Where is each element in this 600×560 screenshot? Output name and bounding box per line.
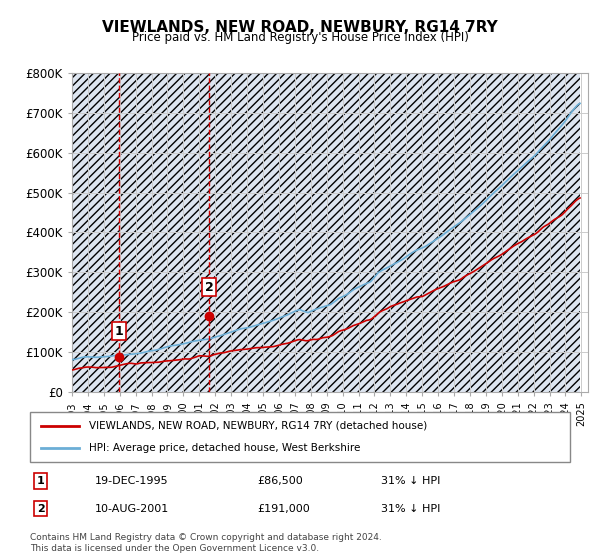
Text: VIEWLANDS, NEW ROAD, NEWBURY, RG14 7RY (detached house): VIEWLANDS, NEW ROAD, NEWBURY, RG14 7RY (… [89,421,428,431]
Text: 1: 1 [37,476,44,486]
Text: £86,500: £86,500 [257,476,302,486]
Text: Price paid vs. HM Land Registry's House Price Index (HPI): Price paid vs. HM Land Registry's House … [131,31,469,44]
Text: 1: 1 [115,325,124,338]
FancyBboxPatch shape [30,412,570,462]
Text: £191,000: £191,000 [257,503,310,514]
Text: 31% ↓ HPI: 31% ↓ HPI [381,503,440,514]
Text: 2: 2 [37,503,44,514]
Text: HPI: Average price, detached house, West Berkshire: HPI: Average price, detached house, West… [89,443,361,453]
Text: Contains HM Land Registry data © Crown copyright and database right 2024.
This d: Contains HM Land Registry data © Crown c… [30,533,382,553]
Text: 10-AUG-2001: 10-AUG-2001 [95,503,169,514]
Text: 31% ↓ HPI: 31% ↓ HPI [381,476,440,486]
Text: 19-DEC-1995: 19-DEC-1995 [95,476,169,486]
Text: VIEWLANDS, NEW ROAD, NEWBURY, RG14 7RY: VIEWLANDS, NEW ROAD, NEWBURY, RG14 7RY [102,20,498,35]
Text: 2: 2 [205,281,214,294]
